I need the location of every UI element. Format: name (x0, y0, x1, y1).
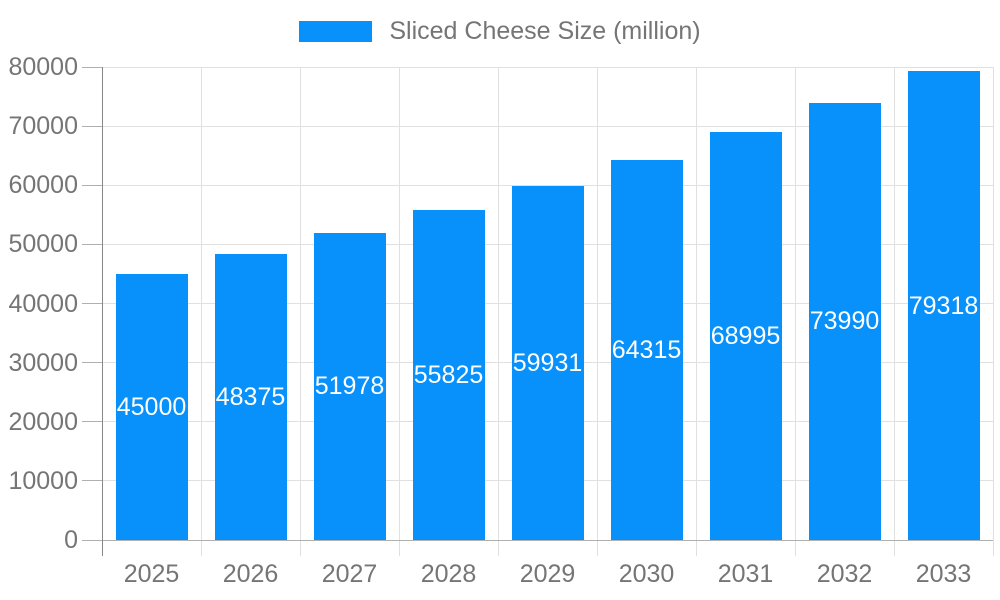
bar-2033[interactable] (907, 71, 980, 540)
bar-2032[interactable] (808, 102, 881, 540)
gridline-vertical (794, 67, 796, 540)
gridline-horizontal (102, 125, 993, 127)
x-axis-label: 2027 (321, 560, 378, 588)
y-axis-tick (82, 125, 102, 127)
plot-area (102, 67, 993, 540)
y-axis-label: 50000 (8, 230, 78, 259)
y-axis-line (101, 67, 103, 556)
y-axis-label: 30000 (8, 348, 78, 377)
bar-value-label: 45000 (116, 392, 187, 421)
y-axis-tick (82, 362, 102, 364)
x-axis-tick (497, 540, 499, 556)
bar-value-label: 59931 (512, 348, 583, 377)
gridline-horizontal (102, 66, 993, 68)
y-axis-tick (82, 303, 102, 304)
bar-value-label: 73990 (809, 307, 880, 336)
gridline-vertical (992, 67, 994, 540)
x-axis-tick (695, 540, 697, 556)
x-axis-label: 2031 (717, 560, 774, 588)
x-axis-label: 2032 (816, 560, 873, 588)
gridline-horizontal (102, 184, 993, 186)
y-axis-tick (82, 480, 102, 482)
y-axis-label: 0 (64, 526, 78, 554)
y-axis-tick (82, 243, 102, 245)
y-axis-label: 40000 (8, 289, 78, 318)
bar-2030[interactable] (610, 159, 683, 540)
bar-2025[interactable] (115, 273, 188, 540)
x-axis-label: 2025 (123, 560, 180, 588)
legend-swatch-icon (299, 20, 373, 42)
bar-2026[interactable] (214, 253, 287, 540)
bar-value-label: 48375 (215, 382, 286, 411)
x-axis-baseline (102, 539, 993, 541)
y-axis-tick (82, 66, 102, 68)
x-axis-tick (893, 540, 895, 556)
legend: Sliced Cheese Size (million) (0, 16, 1000, 46)
legend-label: Sliced Cheese Size (million) (389, 17, 701, 45)
bar-value-label: 51978 (314, 372, 385, 401)
gridline-vertical (299, 67, 301, 540)
x-axis-tick (398, 540, 400, 556)
x-axis-tick (794, 540, 796, 556)
y-axis-tick (82, 539, 102, 541)
gridline-vertical (893, 67, 895, 540)
bar-value-label: 55825 (413, 360, 484, 389)
y-axis-tick (82, 184, 102, 186)
y-axis-tick (82, 421, 102, 423)
x-axis-tick (596, 540, 598, 556)
x-axis-tick (200, 540, 202, 556)
x-axis-label: 2029 (519, 560, 576, 588)
bar-2027[interactable] (313, 232, 386, 540)
y-axis-label: 20000 (8, 407, 78, 436)
bar-value-label: 64315 (611, 335, 682, 364)
y-axis-label: 10000 (8, 466, 78, 495)
x-axis-tick (992, 540, 994, 556)
x-axis-label: 2030 (618, 560, 675, 588)
y-axis-label: 70000 (8, 112, 78, 141)
x-axis-tick (299, 540, 301, 556)
x-axis-label: 2028 (420, 560, 477, 588)
gridline-vertical (200, 67, 202, 540)
bar-value-label: 79318 (908, 291, 979, 320)
y-axis-label: 60000 (8, 171, 78, 200)
gridline-vertical (497, 67, 499, 540)
bar-value-label: 68995 (710, 322, 781, 351)
y-axis-label: 80000 (8, 53, 78, 81)
bar-2028[interactable] (412, 209, 485, 540)
legend-item[interactable]: Sliced Cheese Size (million) (299, 16, 701, 46)
gridline-vertical (596, 67, 598, 540)
gridline-vertical (398, 67, 400, 540)
bar-2031[interactable] (709, 132, 782, 540)
x-axis-label: 2033 (915, 560, 972, 588)
gridline-vertical (695, 67, 697, 540)
x-axis-label: 2026 (222, 560, 279, 588)
bar-2029[interactable] (511, 185, 584, 540)
